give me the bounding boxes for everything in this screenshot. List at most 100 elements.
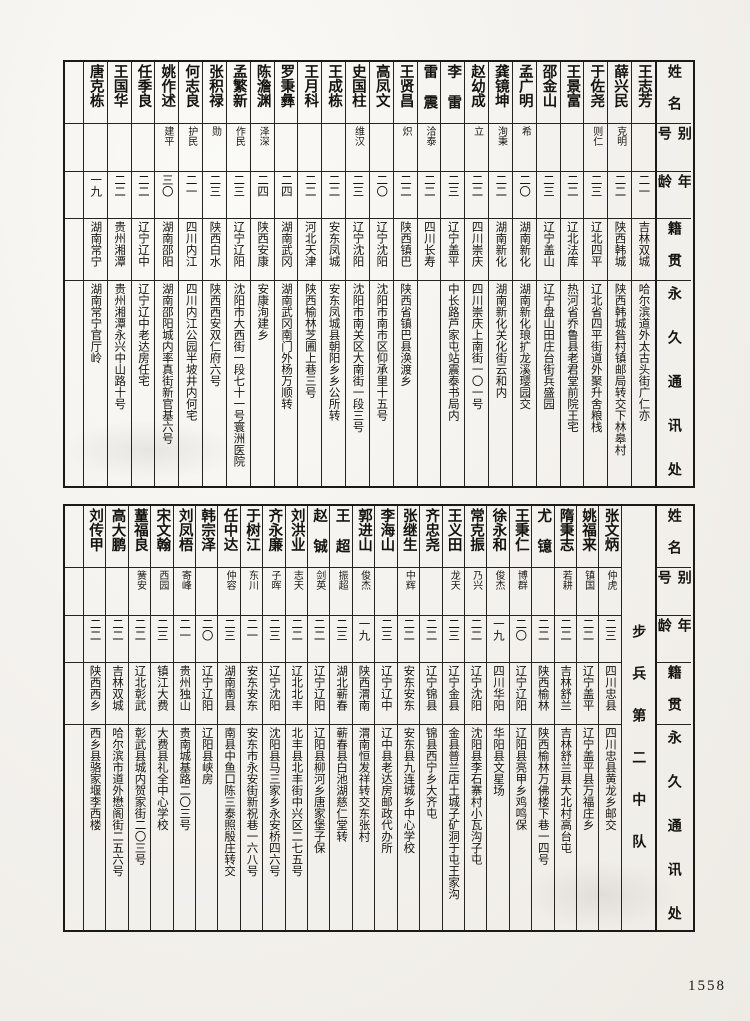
person-native-place-text: 贵州独山 — [178, 665, 193, 711]
roster-table-top: 唐克栋 一九 湖南常宁 湖南常宁官厅岭 王国华 二二 贵州湘潭 贵州湘潭永兴中山路十号 任季良二… — [63, 60, 695, 488]
header-native-cell: 籍 贯 — [656, 219, 691, 281]
person-column[interactable]: 于树江 东川 二一 安东安东 安东市永安街新祝巷一六八号 — [239, 506, 263, 930]
person-column[interactable]: 高大鹏 二二 吉林双城 哈尔滨市道外懋阁街二五六号 — [105, 506, 128, 930]
person-address-cell: 锦县西宁乡大齐屯 — [420, 725, 441, 930]
person-alias-text: 东川 — [246, 570, 258, 590]
person-column[interactable]: 薛兴民 克明 二二 陕西韩城 陕西韩城昝村镇邮局转交下林皋村 — [607, 62, 632, 486]
person-age-text: 二三 — [267, 618, 282, 641]
person-column[interactable]: 王义田 龙天 二三 辽宁金县 金县普兰店土城子矿洞于屯王家沟 — [441, 506, 464, 930]
person-name-cell: 李海山 — [375, 506, 397, 568]
header-alias-text: 别 号 — [656, 570, 691, 585]
person-native-place-text: 辽北北丰 — [290, 665, 305, 711]
person-native-place-text: 湖北蕲春 — [335, 665, 350, 711]
person-column[interactable]: 赵 铖剑英 二二 辽宁辽阳 辽阳县柳河乡唐家堡子保 — [307, 506, 330, 930]
person-native-place-cell: 陕西渭南 — [352, 663, 375, 725]
person-name-text: 高大鹏 — [109, 508, 126, 552]
person-column[interactable]: 李 雷二三 辽宁盖平 中长路芦家屯站震泰书局内 — [440, 62, 465, 486]
person-age-cell: 二三 — [442, 616, 464, 663]
person-column[interactable]: 于佐尧 则仁 二三 辽北四平 辽北省四平街道外聚升舍粮栈 — [583, 62, 608, 486]
person-column[interactable]: 齐忠尧 二二 辽宁锦县 锦县西宁乡大齐屯 — [419, 506, 442, 930]
person-alias-text: 剑英 — [313, 570, 325, 590]
person-column[interactable]: 徐永和 俊杰 一九 四川华阳 华阳县文星场 — [486, 506, 509, 930]
person-age-cell: 二二 — [131, 172, 155, 219]
person-column[interactable]: 韩宗泽 二〇 辽宁辽阳 辽阳县峡房 — [195, 506, 218, 930]
person-native-place-text: 湖南新化 — [494, 221, 509, 267]
person-column[interactable]: 唐克栋 一九 湖南常宁 湖南常宁官厅岭 — [83, 62, 107, 486]
person-column[interactable]: 何志良 护民 二一 四川内江 四川内江公园半坡井内何宅 — [178, 62, 203, 486]
person-native-place-cell: 安东安东 — [240, 663, 263, 725]
person-native-place-text: 辽宁沈阳 — [351, 221, 366, 267]
person-column[interactable]: 姚作述 建平 三〇 湖南邵阳 湖南邵阳城内率真街新官基六号 — [154, 62, 179, 486]
person-address-text: 沈阳市大西街一段七十一号寰洲医院 — [232, 283, 247, 467]
person-column[interactable]: 孟繁新 作民 二三 辽宁辽阳 沈阳市大西街一段七十一号寰洲医院 — [225, 62, 250, 486]
person-age-text: 二三 — [542, 174, 556, 197]
person-column[interactable]: 蕫福良 簧安 二二 辽北彰武 彰武县城内贺家街二〇三号 — [127, 506, 151, 930]
person-column[interactable]: 刘传甲 二二 陕西西乡 西乡县骆家堰李西楼 — [83, 506, 106, 930]
person-age-cell: 二二 — [107, 172, 131, 219]
person-column[interactable]: 郭进山 俊杰 一九 陕西渭南 渭南恒发祥转交东张村 — [351, 506, 375, 930]
person-age-text: 二二 — [88, 618, 103, 641]
person-column[interactable]: 雷 震洽泰 二二 四川长寿 — [416, 62, 441, 486]
header-native-text: 籍 贯 — [665, 665, 682, 712]
person-age-text: 二二 — [469, 618, 484, 641]
person-native-place-text: 四川长寿 — [422, 221, 437, 267]
person-age-text: 二二 — [536, 618, 551, 641]
person-column[interactable]: 王国华 二二 贵州湘潭 贵州湘潭永兴中山路十号 — [106, 62, 131, 486]
person-alias-cell: 维汉 — [346, 124, 369, 172]
person-native-place-text: 陕西韩城 — [613, 221, 628, 267]
person-name-text: 姚福来 — [580, 508, 597, 552]
person-age-text: 二三 — [335, 618, 350, 641]
person-column[interactable]: 常克振 乃兴 二二 辽宁沈阳 沈阳县李石寨村小瓦沟子屯 — [463, 506, 487, 930]
person-native-place-text: 辽宁辽阳 — [312, 665, 327, 711]
person-alias-cell — [196, 568, 218, 616]
person-address-text: 四川忠县黄龙乡邮交 — [604, 727, 619, 831]
person-name-cell: 孟广明 — [512, 62, 536, 124]
person-address-cell: 吉林舒兰县大北村高台屯 — [555, 725, 576, 930]
person-column[interactable]: 罗秉彝 二四 湖南武冈 湖南武冈南门外杨万顺转 — [273, 62, 298, 486]
person-address-cell: 陕西省镇巴县涣渡乡 — [394, 281, 417, 486]
person-column[interactable]: 齐永廉 子晖 二三 辽宁沈阳 沈阳县马三家乡永安桥四六号 — [262, 506, 285, 930]
person-address-text: 哈尔滨道外太古头街广仁亦 — [637, 283, 652, 421]
person-column[interactable]: 张继生 中辉 二二 安东安东 安东县九连城乡中心学校 — [396, 506, 420, 930]
person-alias-cell: 仲虎 — [599, 568, 621, 616]
person-column[interactable]: 李海山 二三 辽宁辽中 辽中县老达房邮政代办所 — [374, 506, 397, 930]
person-column[interactable]: 王成栋 二二 安东凤城 安东凤城县朝阳乡乡公所转 — [321, 62, 346, 486]
person-column[interactable]: 任中达 仲容 二三 湖南南县 南县中鱼口陈三泰照殷庄转交 — [217, 506, 240, 930]
person-column[interactable]: 张文炳 仲虎 二三 四川忠县 四川忠县黄龙乡邮交 — [598, 506, 621, 930]
person-address-cell: 四川忠县黄龙乡邮交 — [599, 725, 620, 930]
empty-cell — [65, 506, 83, 568]
person-column[interactable]: 尤 镱二二 陕西榆林 陕西榆林万佛楼下巷一四号 — [531, 506, 554, 930]
person-column[interactable]: 刘凤梧 寄峰 二一 贵州独山 贵南城基路二〇三号 — [172, 506, 196, 930]
empty-cell — [65, 725, 83, 930]
person-column[interactable]: 隋秉志 若耕 二二 吉林舒兰 吉林舒兰县大北村高台屯 — [553, 506, 576, 930]
person-alias-text: 俊杰 — [358, 570, 370, 590]
person-address-cell: 贵州湘潭永兴中山路十号 — [108, 281, 131, 486]
person-column[interactable]: 王秉仁 博群 二〇 辽宁辽阳 辽阳县亮甲乡鸡鸣保 — [508, 506, 532, 930]
person-column[interactable]: 邵金山 二三 辽宁盖山 辽宁盘山田庄台街兵盛园 — [535, 62, 560, 486]
person-name-text: 常克振 — [468, 508, 484, 552]
person-address-text: 安康洵建乡 — [256, 283, 271, 341]
person-address-cell: 哈尔滨市道外懋阁街二五六号 — [106, 725, 127, 930]
person-column[interactable]: 刘洪业 志天 二二 辽北北丰 北丰县北丰街中兴区二七五号 — [284, 506, 308, 930]
person-column[interactable]: 王贤昌炽二二 陕西镇巴 陕西省镇巴县涣渡乡 — [392, 62, 417, 486]
person-name-text: 张继生 — [400, 508, 417, 552]
person-column[interactable]: 王月科 二二 河北天津 陕西榆林芝圃上巷三号 — [297, 62, 322, 486]
person-column[interactable]: 陈澹渊 泽深 二四 陕西安康 安康洵建乡 — [249, 62, 274, 486]
person-column[interactable]: 史国柱 维汉 二三 辽宁沈阳 沈阳市南关区大南街一段三号 — [345, 62, 369, 486]
person-name-cell: 王志芳 — [632, 62, 655, 124]
person-column[interactable]: 龚镜坤 洵秉 二二 湖南新化 湖南新化关化街云和内 — [488, 62, 512, 486]
person-column[interactable]: 孟广明希二〇 湖南新化 湖南新化琅扩龙溪璎园交 — [511, 62, 536, 486]
person-address-text: 湖南新化琅扩龙溪璎园交 — [518, 283, 533, 410]
person-column[interactable]: 高凤文 二〇 辽宁沈阳 沈阳市南市区仰承里十五号 — [368, 62, 393, 486]
person-column[interactable]: 任季良 二二 辽宁辽中 辽宁辽中老达房任宅 — [130, 62, 155, 486]
person-column[interactable]: 王 超振超 二三 湖北蕲春 蕲春县白池湖慈仁堂转 — [329, 506, 352, 930]
person-column[interactable]: 王景富 二二 辽北法库 热河省乔鲁县老君堂前院王宅 — [559, 62, 584, 486]
person-address-cell: 陕西榆林万佛楼下巷一四号 — [532, 725, 553, 930]
person-column[interactable]: 宋文翰 西园 二三 镇江大费 大费县礼全中心学校 — [150, 506, 173, 930]
person-column[interactable]: 赵幼成立二二 四川崇庆 四川崇庆上南街一〇一号 — [464, 62, 489, 486]
person-column[interactable]: 王志芳 二一 吉林双城 哈尔滨道外太古头街广仁亦 — [631, 62, 655, 486]
person-age-text: 二二 — [402, 618, 417, 641]
person-column[interactable]: 张积禄勋二三 陕西白水 陕西西安双仁府六号 — [202, 62, 226, 486]
person-column[interactable]: 姚福来 镇国 二二 辽宁盖平 辽宁盖平县万福庄乡 — [575, 506, 599, 930]
person-age-cell: 二二 — [84, 616, 106, 663]
